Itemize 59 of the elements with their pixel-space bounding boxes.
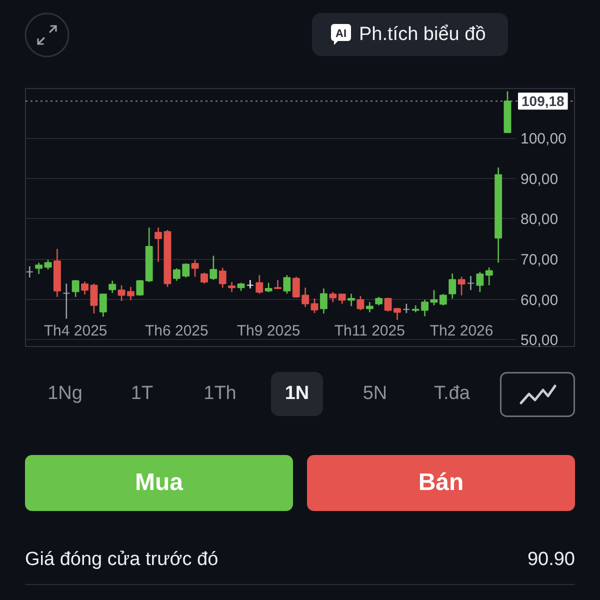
y-tick-label: 80,00 (520, 211, 558, 228)
y-tick-label: 90,00 (520, 170, 558, 188)
candlestick (338, 293, 346, 304)
candlestick (274, 279, 282, 290)
text: 90.90 (527, 548, 575, 572)
text: 1N (271, 372, 323, 416)
x-tick-label: Th9 2025 (236, 322, 300, 340)
x-tick-label: Th11 2025 (334, 322, 405, 340)
candlestick (136, 279, 144, 296)
x-tick-label: Th6 2025 (144, 322, 208, 340)
candlestick (210, 255, 218, 281)
y-tick-label: 100,00 (520, 130, 566, 148)
candlestick (118, 284, 126, 302)
candlestick (72, 279, 80, 298)
text: Ph.tích biểu đồ (359, 22, 486, 47)
x-tick-label: Th2 2026 (430, 322, 494, 340)
candlestick (476, 271, 484, 293)
candlestick (329, 291, 337, 303)
candlestick (356, 295, 364, 311)
text: T.đa (433, 382, 471, 406)
candlestick (246, 279, 254, 290)
candlestick (191, 259, 199, 278)
text: Giá đóng cửa trước đó (25, 548, 218, 572)
candlestick (264, 282, 272, 293)
candlestick (458, 276, 466, 296)
candlestick (467, 275, 474, 291)
candlestick (283, 274, 291, 294)
candlestick (320, 288, 328, 314)
candlestick (200, 272, 208, 284)
candlestick (44, 259, 52, 270)
candlestick (348, 293, 355, 307)
text: Bán (307, 455, 575, 511)
candlestick (26, 266, 34, 278)
text: Mua (25, 455, 293, 511)
text: 1Ng (46, 382, 84, 406)
ref-line-label: 109,18 (522, 93, 565, 110)
text: 1Th (202, 382, 238, 406)
candlestick (448, 272, 456, 300)
candlestick (310, 298, 318, 314)
candlestick (402, 303, 410, 314)
candlestick (485, 266, 493, 286)
candlestick (154, 226, 162, 262)
candlestick (35, 262, 43, 275)
candlestick (430, 289, 438, 306)
candlestick (218, 267, 226, 288)
candlestick (439, 293, 447, 306)
x-tick-label: Th4 2025 (44, 322, 108, 340)
candlestick (366, 302, 374, 313)
text: 5N (362, 382, 388, 406)
candlestick (108, 280, 116, 294)
candlestick (256, 274, 264, 294)
candlestick (228, 281, 236, 293)
y-tick-label: 70,00 (520, 252, 558, 269)
candlestick (62, 282, 70, 320)
text: 1T (130, 382, 154, 406)
candlestick (127, 286, 134, 301)
y-tick-label: 60,00 (520, 292, 558, 309)
candlestick (99, 293, 107, 318)
y-tick-label: 50,00 (520, 332, 558, 350)
